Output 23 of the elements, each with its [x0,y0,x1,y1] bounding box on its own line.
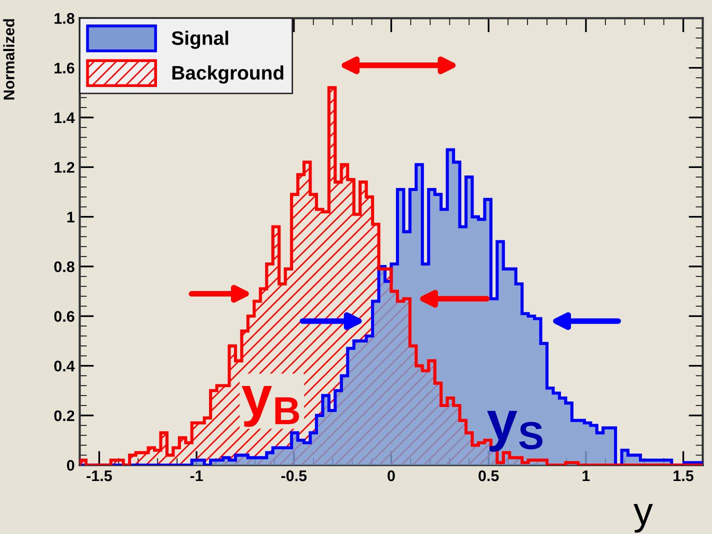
x-tick-label: -0.5 [281,470,307,482]
x-tick-label: 0.5 [478,470,499,482]
y-axis-title: Normalized [3,19,14,100]
annotation: y$_{B}$ [242,386,300,427]
y-tick-label: 0.6 [54,310,74,322]
y-tick-label: 0.2 [54,410,74,422]
x-tick-label: -1 [190,470,203,482]
y-tick-label: 1.6 [54,62,74,74]
y-tick-label: 1.2 [54,162,74,173]
x-tick-label: 1 [582,470,590,482]
x-tick-label: 0 [388,470,395,482]
legend-label: Signal [172,30,228,49]
y-tick-label: 1.4 [54,112,75,124]
y-tick-label: 1 [67,212,74,222]
y-tick-label: 0 [66,460,74,471]
annotation: y$_{S}$ [487,410,542,452]
y-tick-label: 1.8 [54,13,74,24]
x-tick-label: -1.5 [86,470,112,482]
x-axis-title: y [634,504,653,533]
y-tick-label: 0.4 [54,360,75,372]
y-tick-label: 0.8 [54,261,74,272]
legend-label: Background [172,65,284,84]
x-tick-label: 1.5 [674,470,694,482]
